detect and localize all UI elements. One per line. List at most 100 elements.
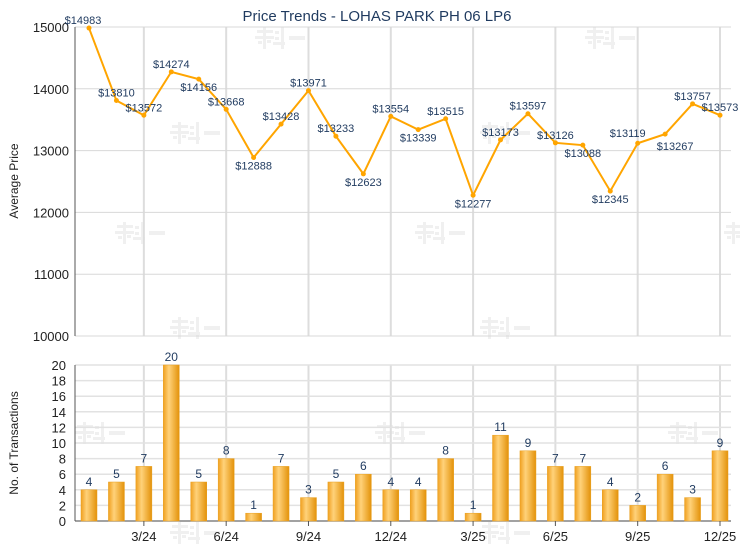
- watermark-stroke: [480, 326, 499, 329]
- watermark-stroke: [387, 435, 391, 438]
- price-data-label: $12345: [592, 194, 629, 206]
- watermark-stroke: [702, 431, 718, 435]
- price-data-label: $13428: [263, 111, 300, 123]
- watermark-stroke: [190, 532, 194, 535]
- watermark-stroke: [258, 41, 262, 44]
- x-tick-label: 6/24: [214, 529, 239, 544]
- price-data-label: $13668: [208, 96, 245, 108]
- watermark-stroke: [688, 432, 692, 435]
- y-tick-label: 4: [59, 483, 66, 498]
- bar-data-label: 5: [195, 467, 202, 481]
- transaction-bar: [108, 481, 125, 522]
- watermark-stroke: [588, 41, 592, 44]
- bar-data-label: 7: [579, 451, 586, 465]
- bar-data-label: 4: [387, 475, 394, 489]
- y-tick-label: 15000: [33, 20, 69, 35]
- transaction-bar: [272, 466, 290, 522]
- watermark-logo: [255, 27, 305, 49]
- watermark-stroke: [498, 137, 510, 140]
- watermark-stroke: [190, 132, 194, 135]
- price-point: [552, 140, 558, 146]
- watermark-stroke: [87, 435, 91, 438]
- y-tick-label: 18: [52, 374, 66, 389]
- watermark-stroke: [506, 317, 509, 339]
- bar-data-label: 20: [165, 350, 179, 364]
- watermark-stroke: [182, 330, 186, 333]
- transaction-bar: [190, 481, 207, 522]
- y-tick-label: 13000: [33, 144, 69, 159]
- y-tick-label: 12000: [33, 205, 69, 220]
- price-point: [86, 25, 92, 31]
- watermark-stroke: [173, 536, 177, 539]
- watermark-stroke: [433, 237, 445, 240]
- price-data-label: $13554: [372, 103, 409, 115]
- bar-data-label: 9: [717, 436, 724, 450]
- watermark-stroke: [196, 522, 199, 544]
- price-data-label: $13572: [126, 102, 163, 114]
- price-data-label: $14274: [153, 59, 190, 71]
- bar-data-label: 11: [494, 420, 507, 434]
- price-data-label: $13573: [702, 102, 739, 114]
- watermark-stroke: [101, 422, 104, 444]
- bar-data-label: 6: [360, 459, 367, 473]
- price-point: [690, 101, 696, 107]
- watermark-stroke: [500, 126, 504, 129]
- watermark-stroke: [492, 135, 496, 138]
- x-tick-label: 9/24: [296, 529, 321, 544]
- watermark-stroke: [500, 327, 504, 330]
- watermark-stroke: [141, 222, 144, 244]
- watermark-stroke: [671, 436, 675, 439]
- transaction-bar: [300, 497, 317, 522]
- watermark-stroke: [500, 132, 504, 135]
- transaction-bar: [711, 450, 729, 522]
- watermark-logo: [480, 317, 530, 339]
- watermark-stroke: [135, 226, 139, 229]
- x-tick-label: 12/25: [704, 529, 737, 544]
- transaction-bar: [163, 364, 180, 522]
- transaction-bar: [437, 458, 454, 522]
- watermark-stroke: [483, 331, 487, 334]
- watermark-stroke: [182, 135, 186, 138]
- watermark-stroke: [506, 522, 509, 544]
- watermark-stroke: [498, 537, 510, 540]
- price-data-label: $12277: [455, 198, 492, 210]
- watermark-stroke: [204, 531, 220, 535]
- bar-data-label: 6: [662, 459, 669, 473]
- watermark-stroke: [480, 531, 499, 534]
- watermark-stroke: [188, 137, 200, 140]
- y-tick-label: 6: [59, 467, 66, 482]
- watermark-stroke: [190, 321, 194, 324]
- price-point: [498, 137, 504, 143]
- price-point: [717, 112, 723, 118]
- transaction-bar: [684, 497, 701, 522]
- watermark-stroke: [492, 330, 496, 333]
- transaction-bar: [656, 473, 674, 522]
- bar-data-label: 8: [223, 444, 230, 458]
- y-axis-label-price: Average Price: [7, 143, 21, 218]
- price-point: [196, 76, 202, 82]
- price-point: [470, 192, 476, 198]
- watermark-logo: [724, 222, 740, 244]
- price-point: [607, 188, 613, 194]
- watermark-stroke: [173, 331, 177, 334]
- transaction-bar: [629, 505, 646, 522]
- price-data-label: $13757: [674, 91, 711, 103]
- price-data-label: $13810: [98, 88, 135, 100]
- watermark-logo: [170, 522, 220, 544]
- watermark-stroke: [694, 422, 697, 444]
- watermark-stroke: [449, 231, 465, 235]
- y-tick-label: 0: [59, 514, 66, 529]
- watermark-stroke: [190, 526, 194, 529]
- x-tick-label: 9/25: [625, 529, 650, 544]
- watermark-stroke: [611, 27, 614, 49]
- bar-data-label: 2: [634, 490, 641, 504]
- watermark-stroke: [109, 431, 125, 435]
- watermark-stroke: [483, 136, 487, 139]
- watermark-stroke: [514, 131, 530, 135]
- transaction-bar: [574, 466, 592, 522]
- transaction-bar: [327, 481, 345, 522]
- watermark-stroke: [514, 531, 530, 535]
- transaction-bar: [355, 473, 372, 522]
- price-data-label: $13119: [610, 128, 646, 140]
- watermark-stroke: [255, 36, 274, 39]
